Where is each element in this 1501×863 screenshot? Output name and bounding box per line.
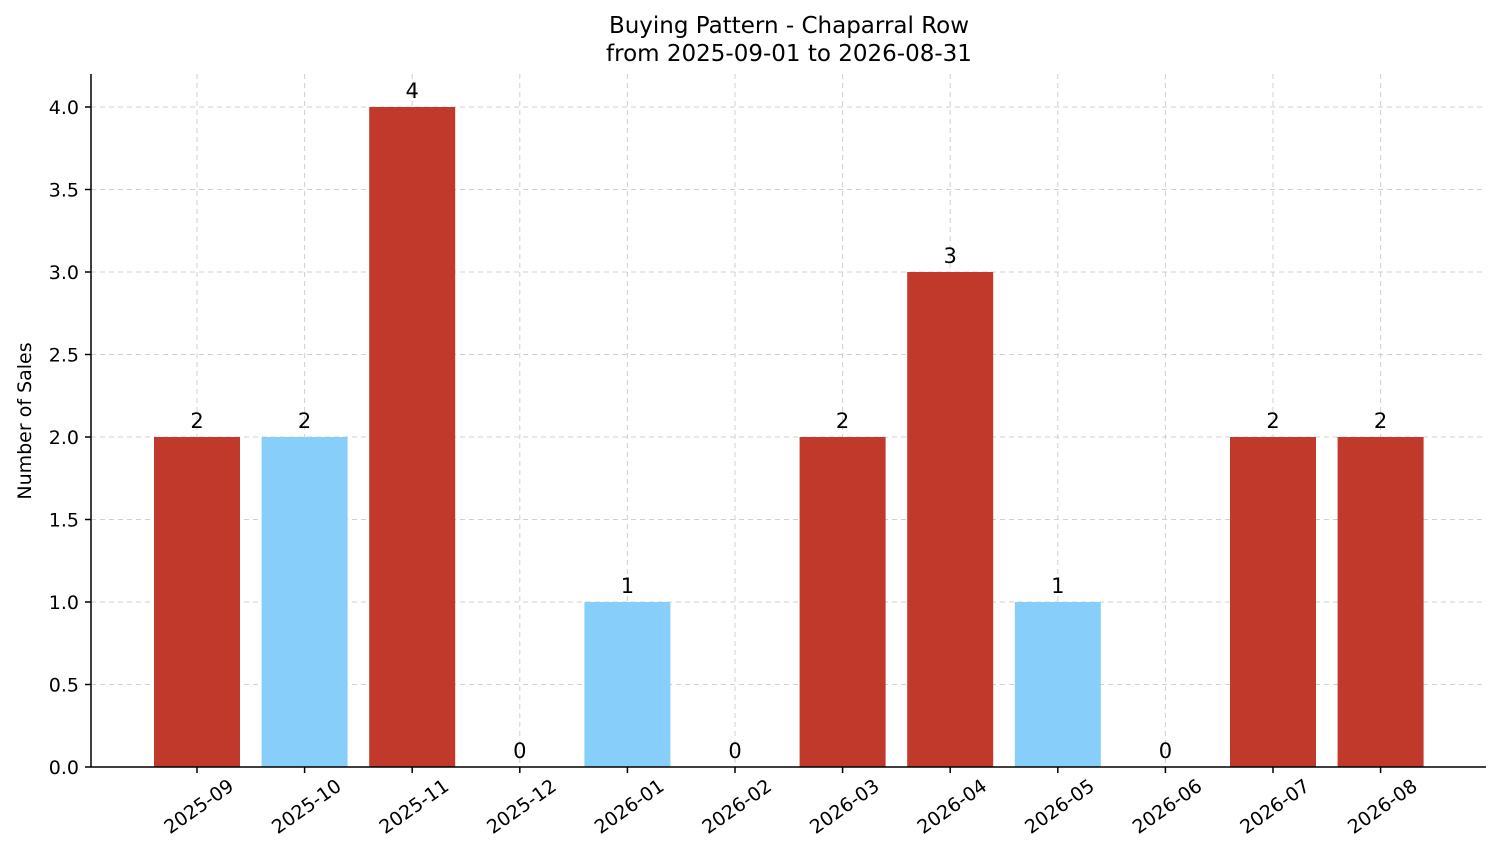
y-tick-label: 2.0 bbox=[49, 427, 79, 449]
y-axis-label: Number of Sales bbox=[14, 342, 36, 499]
y-tick-label: 0.5 bbox=[49, 675, 79, 697]
x-tick-label: 2026-08 bbox=[1344, 775, 1422, 839]
bar-2025-11 bbox=[369, 107, 456, 767]
y-tick-label: 1.0 bbox=[49, 592, 79, 614]
x-tick-label: 2025-09 bbox=[160, 775, 238, 839]
x-tick-label: 2026-06 bbox=[1129, 775, 1207, 839]
bar-2026-04 bbox=[907, 272, 994, 767]
data-label-2026-07: 2 bbox=[1266, 409, 1279, 433]
bar-2025-09 bbox=[154, 437, 240, 767]
data-label-2026-05: 1 bbox=[1051, 574, 1064, 598]
bar-2026-05 bbox=[1014, 602, 1101, 767]
data-label-2026-02: 0 bbox=[728, 739, 741, 763]
data-label-layer: 2 2 4 0 1 0 2 3 1 0 2 2 bbox=[190, 79, 1387, 763]
data-label-2025-10: 2 bbox=[298, 409, 311, 433]
y-tick-label: 1.5 bbox=[49, 510, 79, 532]
data-label-2025-11: 4 bbox=[406, 79, 419, 103]
data-label-2026-08: 2 bbox=[1374, 409, 1387, 433]
bar-2026-01 bbox=[584, 602, 671, 767]
x-tick-label: 2026-07 bbox=[1236, 775, 1314, 839]
y-tick-label: 4.0 bbox=[49, 97, 79, 119]
x-tick-label: 2026-05 bbox=[1021, 775, 1099, 839]
y-tick-label: 3.5 bbox=[49, 180, 79, 202]
x-tick-label: 2025-12 bbox=[483, 775, 561, 839]
bar-2026-03 bbox=[799, 437, 886, 767]
data-label-2026-06: 0 bbox=[1159, 739, 1172, 763]
bar-2026-07 bbox=[1230, 437, 1316, 767]
bar-layer bbox=[154, 107, 1424, 767]
chart-subtitle: from 2025-09-01 to 2026-08-31 bbox=[606, 41, 972, 67]
x-tick-label: 2026-02 bbox=[698, 775, 776, 839]
data-label-2026-04: 3 bbox=[944, 244, 957, 268]
x-tick-label: 2025-10 bbox=[268, 775, 346, 839]
x-tick-label: 2026-03 bbox=[806, 775, 884, 839]
data-label-2026-03: 2 bbox=[836, 409, 849, 433]
y-tick-label: 0.0 bbox=[49, 757, 79, 779]
bar-2025-10 bbox=[261, 437, 348, 767]
bar-2026-08 bbox=[1337, 437, 1424, 767]
data-label-2025-12: 0 bbox=[513, 739, 526, 763]
x-tick-label: 2026-01 bbox=[591, 775, 669, 839]
data-label-2026-01: 1 bbox=[621, 574, 634, 598]
data-label-2025-09: 2 bbox=[190, 409, 203, 433]
chart-title: Buying Pattern - Chaparral Row bbox=[609, 13, 969, 39]
y-tick-label: 2.5 bbox=[49, 345, 79, 367]
x-tick-label: 2026-04 bbox=[913, 775, 991, 839]
y-tick-label: 3.0 bbox=[49, 262, 79, 284]
x-tick-label: 2025-11 bbox=[375, 775, 453, 839]
